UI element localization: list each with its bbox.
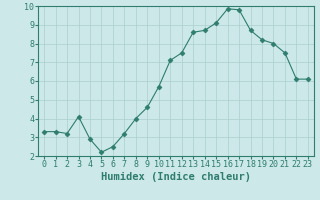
X-axis label: Humidex (Indice chaleur): Humidex (Indice chaleur) (101, 172, 251, 182)
